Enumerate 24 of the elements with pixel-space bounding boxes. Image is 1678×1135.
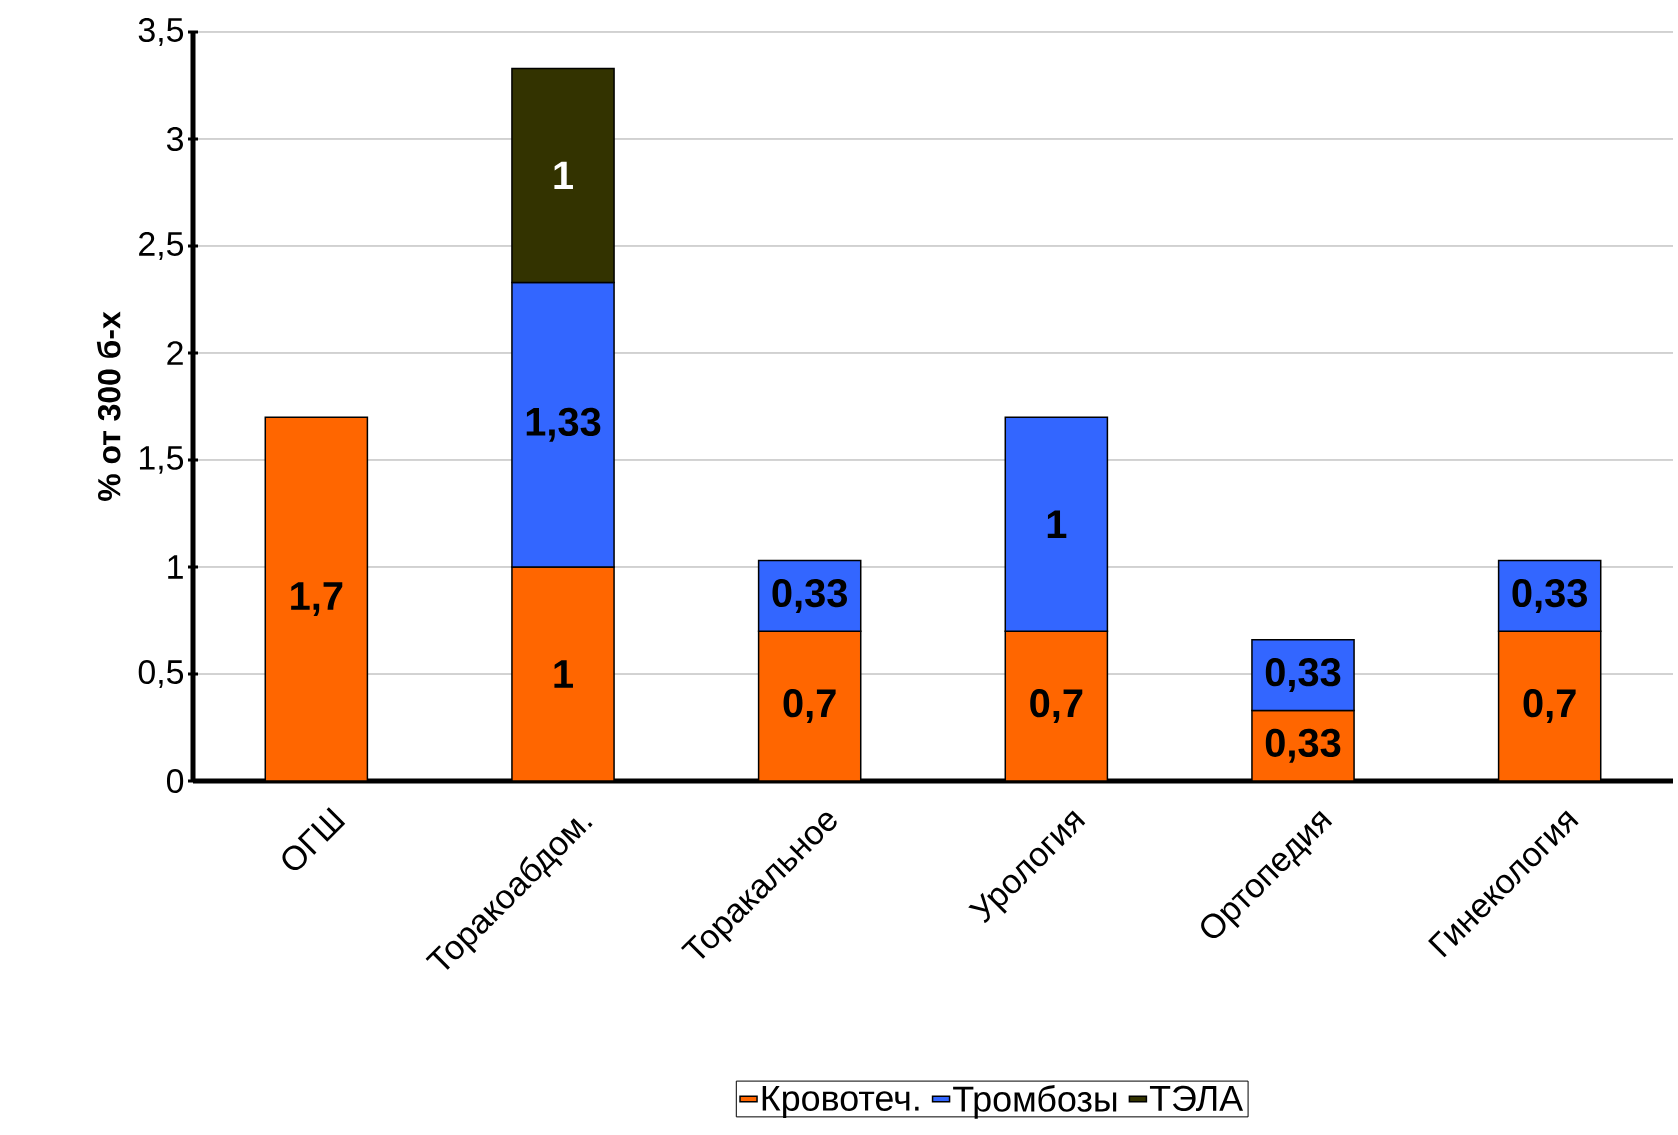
data-label: 1,7 [291,582,343,616]
data-label: 0,33 [1512,578,1587,613]
data-label: 0,33 [1265,658,1341,693]
y-tick-label: 1 [168,555,183,579]
data-label: 1 [554,660,573,688]
legend-label: Кровотеч. [762,1085,919,1119]
y-tick-label: 3,5 [138,18,184,46]
y-axis-title: % от 300 б-х [96,311,121,501]
legend-label: ТЭЛА [1149,1085,1244,1112]
data-label: 0,7 [783,689,836,724]
legend-label: Тромбозы [953,1085,1117,1119]
data-label: 0,7 [1030,689,1083,724]
y-tick-label: 3 [166,127,183,151]
data-label: 1 [554,161,573,190]
y-tick-label: 0,5 [138,660,184,688]
y-tick-label: 1,5 [139,446,184,474]
data-label: 1,33 [526,407,601,442]
data-label: 0,33 [1265,728,1341,763]
y-tick-label: 2,5 [139,232,184,260]
y-tick-label: 2 [167,341,183,365]
data-label: 0,7 [1523,689,1576,724]
data-label: 0,33 [772,578,847,613]
data-label: 1 [1047,510,1067,538]
y-tick-label: 0 [166,769,184,793]
